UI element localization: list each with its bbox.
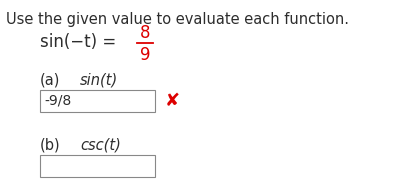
Text: -9/8: -9/8 bbox=[44, 94, 71, 108]
Text: 8: 8 bbox=[140, 24, 150, 42]
Text: Use the given value to evaluate each function.: Use the given value to evaluate each fun… bbox=[6, 12, 349, 27]
Text: (a): (a) bbox=[40, 73, 60, 88]
Text: csc(t): csc(t) bbox=[80, 137, 121, 153]
Text: ✘: ✘ bbox=[165, 92, 180, 110]
Text: 9: 9 bbox=[140, 46, 150, 64]
Text: (b): (b) bbox=[40, 137, 61, 153]
Text: sin(t): sin(t) bbox=[80, 73, 118, 88]
Text: sin(−t) =: sin(−t) = bbox=[40, 33, 116, 51]
